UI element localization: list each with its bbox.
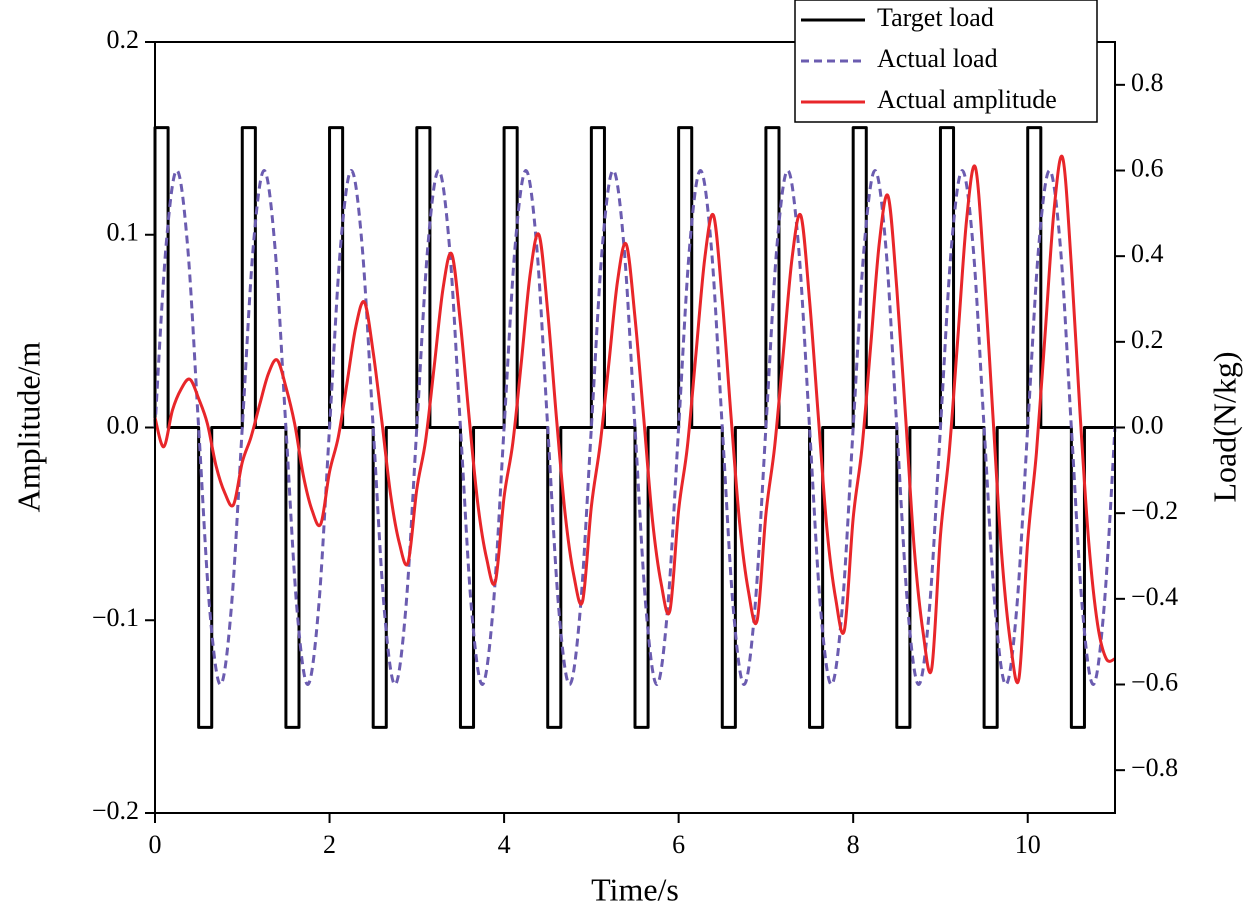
x-tick-label: 10 <box>1015 830 1041 859</box>
series-line <box>153 154 1116 685</box>
plot-frame <box>154 41 1116 814</box>
y-tick-label: 0.2 <box>107 25 140 54</box>
y2-tick-label: 0.2 <box>1131 325 1164 354</box>
y2-tick-label: −0.2 <box>1131 496 1178 525</box>
x-tick-label: 2 <box>323 830 336 859</box>
x-tick-label: 8 <box>847 830 860 859</box>
y2-tick-label: −0.8 <box>1131 753 1178 782</box>
y-tick-label: 0.0 <box>107 410 140 439</box>
y2-tick-label: 0.8 <box>1131 68 1164 97</box>
x-axis-title: Time/s <box>591 871 679 907</box>
y2-tick-label: −0.6 <box>1131 667 1178 696</box>
y2-tick-label: −0.4 <box>1131 582 1178 611</box>
x-tick-label: 0 <box>149 830 162 859</box>
series-line <box>153 126 1115 729</box>
legend-label: Actual load <box>877 44 998 73</box>
y2-tick-label: 0.4 <box>1131 239 1164 268</box>
y2-axis-title: Load(N/kg) <box>1206 351 1242 502</box>
y2-tick-label: 0.0 <box>1131 410 1164 439</box>
legend-label: Target load <box>877 3 994 32</box>
x-tick-label: 4 <box>498 830 511 859</box>
x-tick-label: 6 <box>672 830 685 859</box>
y2-tick-label: 0.6 <box>1131 153 1164 182</box>
y-tick-label: 0.1 <box>107 218 140 247</box>
legend-label: Actual amplitude <box>877 85 1057 114</box>
y-axis-title: Amplitude/m <box>10 342 46 513</box>
y-tick-label: −0.1 <box>92 603 139 632</box>
y-tick-label: −0.2 <box>92 796 139 825</box>
